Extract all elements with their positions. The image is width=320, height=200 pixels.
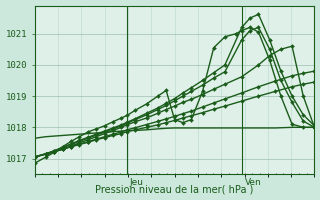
X-axis label: Pression niveau de la mer( hPa ): Pression niveau de la mer( hPa ) — [95, 184, 254, 194]
Text: Ven: Ven — [244, 178, 261, 187]
Text: Jeu: Jeu — [130, 178, 144, 187]
